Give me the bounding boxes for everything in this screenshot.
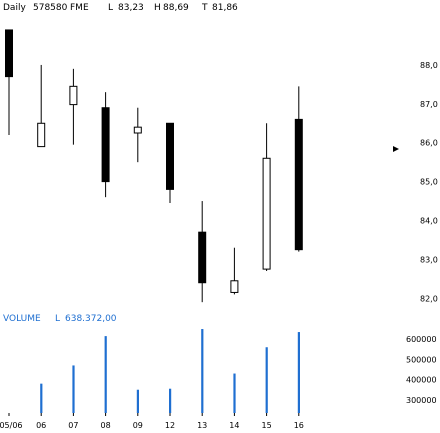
low-label: L [108, 3, 113, 13]
volume-tick-label: 500000 [406, 355, 437, 364]
last-label: T [201, 3, 208, 13]
price-axis: 88,0 87,0 86,0 85,0 84,0 83,0 82,0 [420, 61, 438, 303]
volume-bar [265, 347, 268, 413]
date-tick-label: 07 [68, 421, 78, 430]
candlestick [37, 64, 46, 148]
candle-body [230, 280, 239, 293]
candle-body [69, 85, 78, 106]
low-value: 83,23 [118, 3, 144, 13]
volume-bar [169, 388, 172, 413]
date-axis: 05/06 06 07 08 09 12 13 14 15 16 [0, 413, 304, 430]
price-tick-label: 88,0 [420, 61, 438, 70]
volume-bar [104, 336, 107, 413]
price-pane [5, 29, 303, 303]
date-tick-label: 12 [165, 421, 175, 430]
candle-body [5, 29, 13, 78]
candle-body [101, 107, 110, 183]
volume-tick-label: 600000 [406, 335, 437, 344]
volume-bar [201, 329, 204, 413]
volume-tick-label: 300000 [406, 396, 437, 405]
volume-title: VOLUME [3, 314, 41, 324]
volume-pane [40, 329, 300, 413]
candlestick [69, 68, 78, 145]
candlestick [101, 92, 110, 198]
security-code: 578580 [33, 3, 68, 13]
price-tick-label: 82,0 [420, 294, 438, 303]
volume-bar [40, 383, 43, 413]
candle-body [166, 122, 174, 190]
high-value: 88,69 [163, 3, 189, 13]
volume-bar [297, 332, 300, 413]
price-tick-label: 87,0 [420, 100, 438, 109]
candle-body [262, 157, 271, 270]
candlestick [230, 247, 239, 295]
candlestick [294, 86, 303, 252]
date-tick-label: 15 [262, 421, 272, 430]
security-symbol: FME [70, 3, 89, 13]
date-tick-label: 09 [133, 421, 143, 430]
last-value: 81,86 [212, 3, 238, 13]
volume-tick-label: 400000 [406, 376, 437, 385]
volume-last-value: 638.372,00 [65, 314, 117, 324]
date-tick-label: 16 [294, 421, 304, 430]
candlestick [262, 123, 271, 272]
high-label: H [154, 3, 161, 13]
volume-bar [136, 389, 139, 413]
candle-body [198, 231, 207, 284]
price-tick-label: 83,0 [420, 255, 438, 264]
date-tick-label: 13 [197, 421, 207, 430]
candlestick [5, 29, 13, 135]
candlestick [166, 122, 174, 203]
price-tick-label: 84,0 [420, 217, 438, 226]
volume-bar [233, 373, 236, 413]
candle-body [133, 126, 142, 134]
candlestick [198, 201, 207, 303]
current-price-marker [393, 146, 399, 152]
volume-axis: 600000 500000 400000 300000 [406, 335, 437, 405]
volume-bar [72, 365, 75, 413]
candle-body [294, 118, 303, 251]
period-label: Daily [3, 3, 26, 13]
candle-body [37, 122, 46, 148]
date-tick-label: 14 [229, 421, 239, 430]
price-tick-label: 86,0 [420, 139, 438, 148]
date-tick-label: 05/06 [0, 421, 23, 430]
candlestick [133, 107, 142, 163]
price-tick-label: 85,0 [420, 178, 438, 187]
date-tick-label: 08 [101, 421, 111, 430]
volume-last-label: L [55, 314, 60, 324]
date-tick-label: 06 [36, 421, 46, 430]
